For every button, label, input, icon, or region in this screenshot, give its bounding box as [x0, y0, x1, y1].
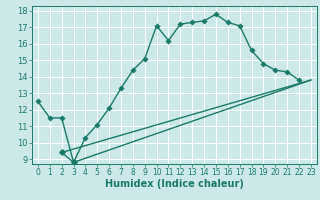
X-axis label: Humidex (Indice chaleur): Humidex (Indice chaleur): [105, 179, 244, 189]
